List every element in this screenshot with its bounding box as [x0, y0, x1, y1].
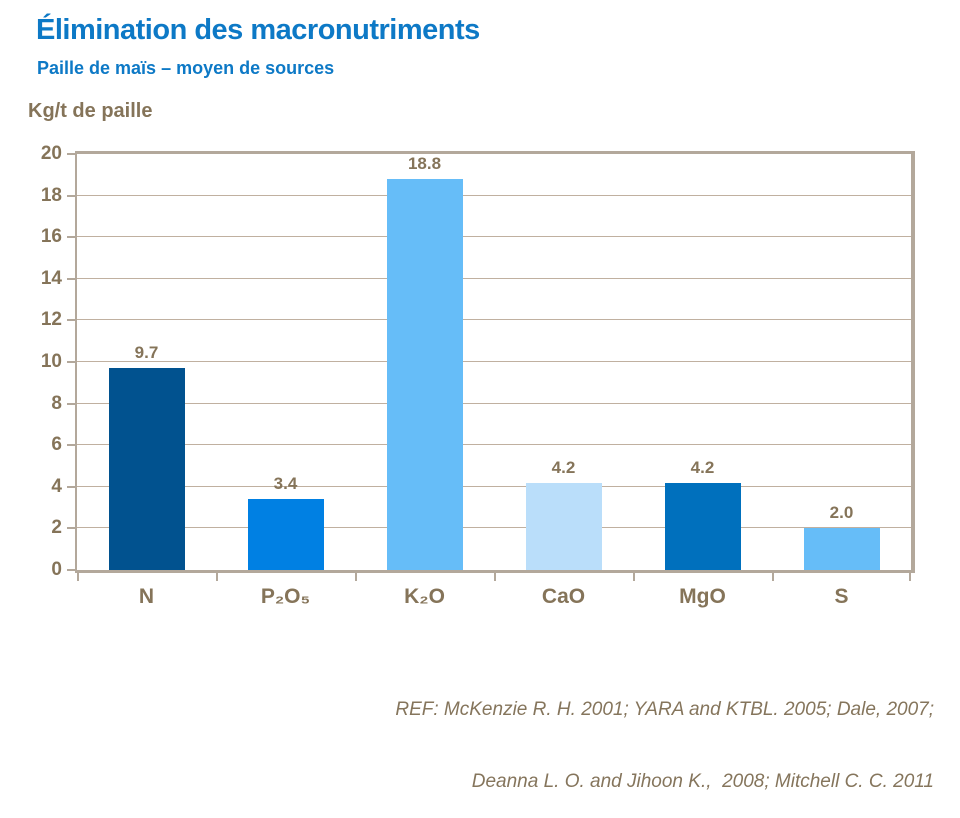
gridline [77, 277, 911, 279]
x-axis-tick [77, 573, 79, 581]
category-label: P₂O₅ [260, 585, 311, 608]
bar-value-label: 4.2 [551, 457, 576, 477]
y-axis-tick [67, 194, 76, 197]
y-axis-tick [67, 277, 76, 280]
y-axis-label: 2 [51, 517, 62, 539]
x-axis-labels: N P₂O₅ K₂O CaO MgO S [77, 585, 911, 621]
gridline [77, 527, 911, 529]
gridline [77, 236, 911, 238]
y-axis-label: 8 [51, 392, 62, 414]
reference-line-1: REF: McKenzie R. H. 2001; YARA and KTBL.… [395, 699, 934, 720]
gridline [77, 485, 911, 487]
gridline [77, 402, 911, 404]
bar-value-label: 18.8 [407, 153, 442, 173]
bar-value-label: 3.4 [273, 474, 298, 494]
bar-chart: 0 2 4 6 8 10 12 14 16 18 20 9.7 3.4 18.8 4.2 4.2 2.0 N P… [0, 143, 960, 621]
y-axis-tick [67, 361, 76, 363]
bar-value-label: 2.0 [829, 503, 854, 523]
y-axis-label: 6 [51, 434, 62, 456]
category-label: CaO [541, 585, 586, 608]
gridline [77, 194, 911, 196]
category-label: K₂O [404, 585, 445, 608]
bar-value-label: 4.2 [690, 457, 715, 477]
y-axis-tick [67, 236, 76, 239]
y-axis-tick [67, 485, 76, 488]
y-axis-label: 18 [40, 184, 62, 206]
bar-CaO [525, 482, 602, 570]
reference-text: REF: McKenzie R. H. 2001; YARA and KTBL.… [395, 650, 934, 818]
y-axis-title: Kg/t de paille [28, 100, 153, 122]
bar-P₂O₅ [247, 499, 324, 570]
reference-line-2: Deanna L. O. and Jihoon K., 2008; Mitche… [471, 771, 934, 792]
page-subtitle: Paille de maïs – moyen de sources [37, 58, 335, 78]
category-label: N [138, 585, 155, 608]
category-label: S [834, 585, 849, 608]
gridline [77, 319, 911, 321]
x-axis-tick [633, 573, 635, 581]
x-axis-tick [355, 573, 357, 581]
y-axis-tick [67, 444, 76, 447]
y-axis-label: 12 [40, 309, 62, 331]
bar-S [803, 528, 880, 570]
bar-N [108, 368, 185, 570]
gridline [77, 444, 911, 446]
category-label: MgO [679, 585, 726, 608]
y-axis-tick [67, 319, 76, 322]
x-axis-tick [494, 573, 496, 581]
gridline [77, 361, 911, 362]
plot-area: 9.7 3.4 18.8 4.2 4.2 2.0 [67, 151, 915, 581]
y-axis-label: 14 [40, 267, 62, 289]
bar-MgO [664, 482, 741, 570]
x-axis-tick [909, 573, 911, 581]
bar-K₂O [386, 178, 463, 570]
y-axis-label: 4 [51, 475, 62, 497]
y-axis-tick [67, 153, 76, 155]
y-axis-tick [67, 402, 76, 405]
y-axis-tick [67, 527, 76, 530]
x-axis-tick [216, 573, 218, 581]
x-axis-tick [772, 573, 774, 581]
y-axis-labels: 0 2 4 6 8 10 12 14 16 18 20 [0, 143, 62, 580]
y-axis-label: 16 [40, 226, 62, 248]
y-axis-label: 20 [40, 143, 62, 164]
page-title: Élimination des macronutriments [36, 14, 480, 46]
y-axis-tick [67, 569, 76, 571]
bar-value-label: 9.7 [134, 343, 159, 363]
y-axis-label: 0 [51, 559, 62, 580]
y-axis-label: 10 [40, 351, 62, 372]
